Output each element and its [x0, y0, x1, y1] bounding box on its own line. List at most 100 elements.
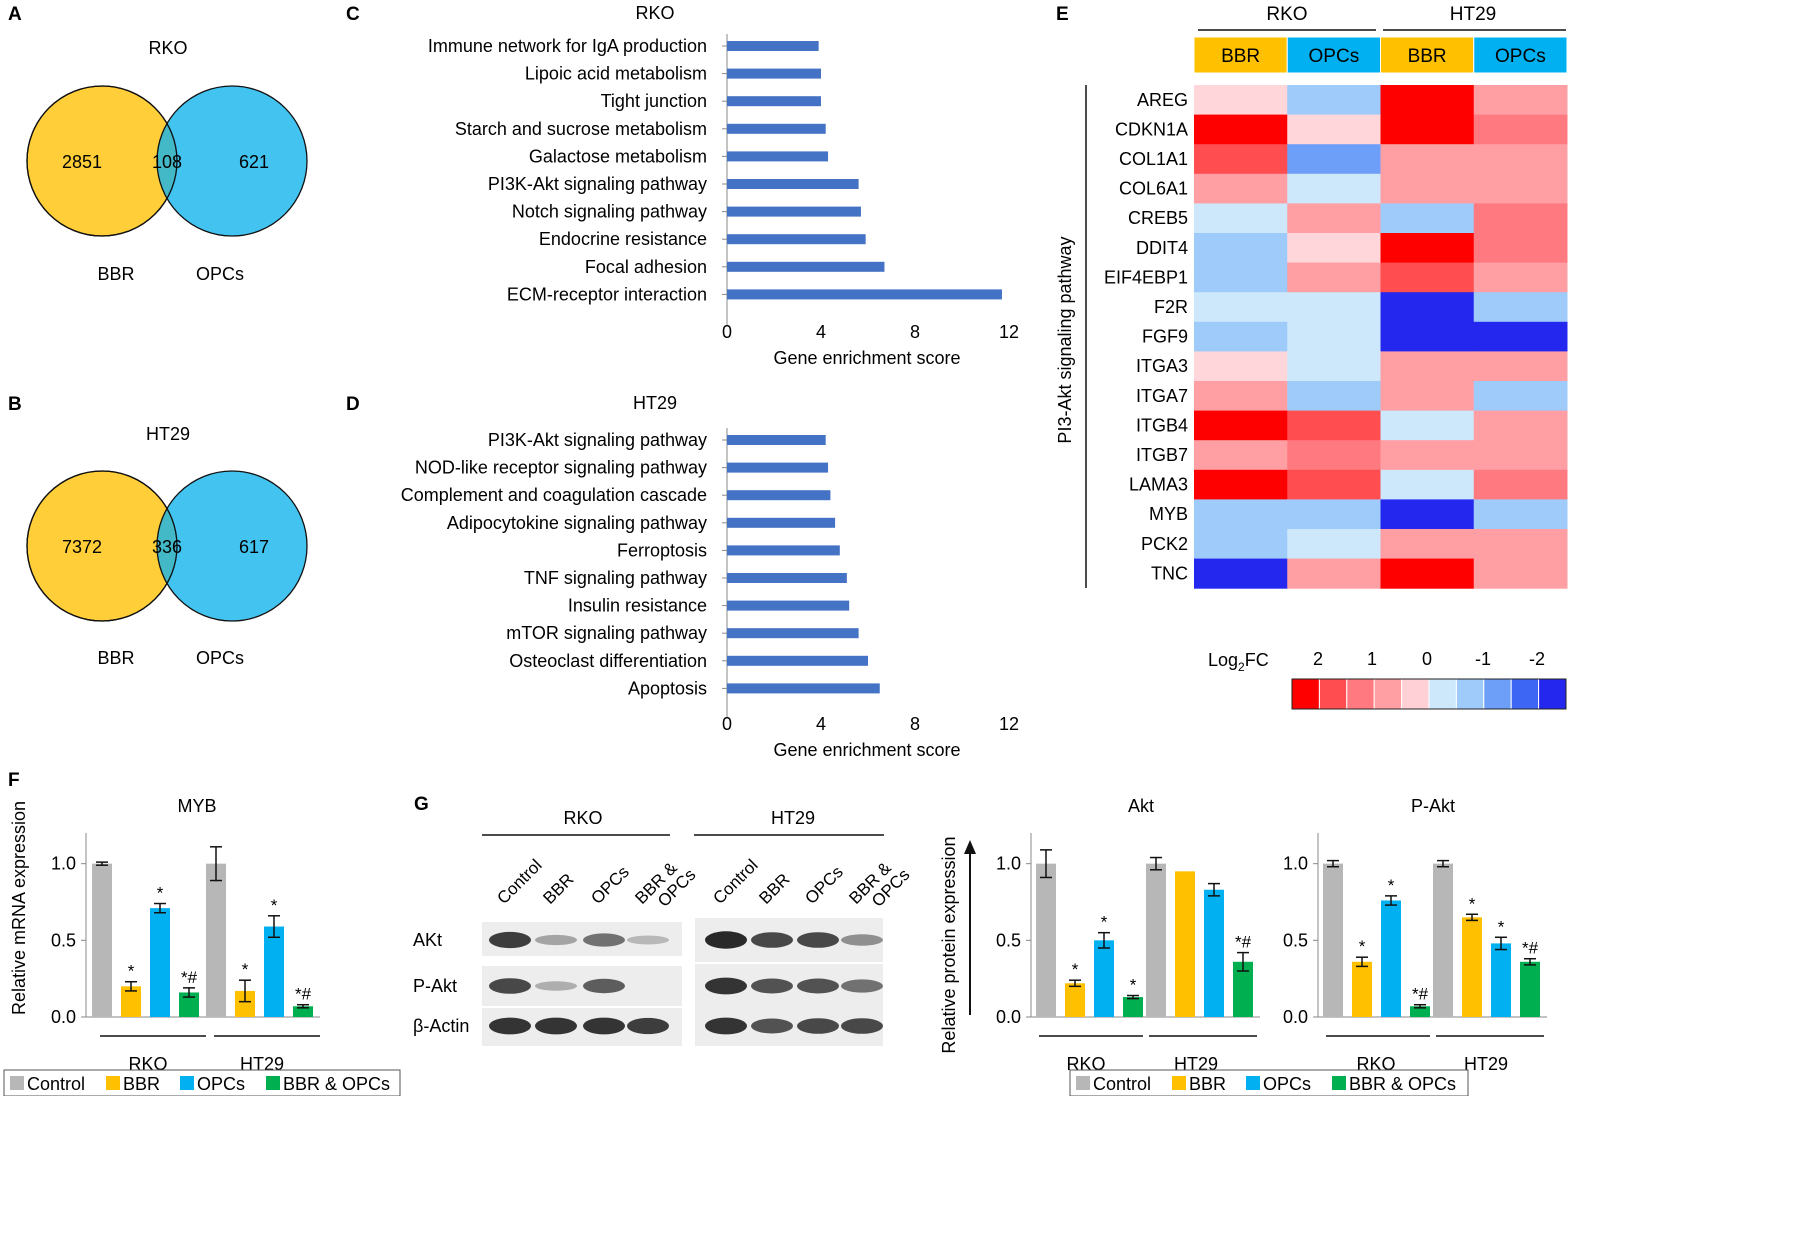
heatmap-cell	[1194, 469, 1288, 500]
heatmap-cell	[1473, 292, 1568, 323]
blot-band	[489, 1017, 531, 1035]
kegg-category-label: TNF signaling pathway	[524, 568, 707, 588]
bar-y-tick-label: 0.0	[1283, 1007, 1308, 1027]
legend-swatch	[1332, 1076, 1346, 1090]
heatmap-cell	[1473, 381, 1568, 412]
kegg-bar	[727, 462, 829, 473]
heatmap-cell	[1287, 321, 1381, 352]
blot-band	[751, 1018, 793, 1034]
significance-mark: *	[1498, 917, 1505, 936]
blot-band	[535, 1017, 577, 1035]
significance-mark: *#	[1235, 933, 1252, 952]
bar-chart-p-akt: P-Akt 0.0 0.5 1.0 * * *# RKO * * *# HT29	[1283, 796, 1547, 1074]
bar-y-tick-label: 0.5	[1283, 930, 1308, 950]
heatmap-legend-tick: -1	[1475, 649, 1491, 669]
bar-chart-title: Akt	[1128, 796, 1154, 816]
venn-rko-title: RKO	[148, 38, 187, 58]
significance-mark: *	[271, 896, 278, 915]
heatmap-cell	[1287, 233, 1381, 264]
western-group-label: HT29	[771, 808, 815, 828]
bar	[1462, 917, 1482, 1017]
kegg-category-label: Osteoclast differentiation	[509, 651, 707, 671]
kegg-category-label: Tight junction	[601, 91, 707, 111]
blot-band	[535, 934, 577, 946]
heatmap-gene-label: COL1A1	[1119, 149, 1188, 169]
heatmap-cell	[1380, 144, 1475, 175]
heatmap-cell	[1287, 440, 1381, 471]
heatmap-column-header	[1380, 36, 1475, 74]
kegg-bar	[727, 490, 831, 501]
bar-y-axis-label: Relative mRNA expression	[9, 801, 29, 1015]
heatmap-gene-label: CDKN1A	[1115, 119, 1188, 139]
bar-chart-title: P-Akt	[1411, 796, 1455, 816]
kegg-category-label: Focal adhesion	[585, 257, 707, 277]
bar-y-tick-label: 1.0	[51, 854, 76, 874]
heatmap-cell	[1473, 499, 1568, 530]
kegg-bar	[727, 600, 850, 611]
heatmap-cell	[1194, 499, 1288, 530]
heatmap-column-header	[1286, 36, 1381, 74]
legend-swatch	[180, 1076, 194, 1090]
heatmap-cell	[1194, 262, 1288, 293]
heatmap-cell	[1473, 173, 1568, 204]
heatmap-legend-tick: -2	[1529, 649, 1545, 669]
bar	[1323, 863, 1343, 1017]
heatmap-cell	[1473, 114, 1568, 145]
western-lane-label: BBR	[755, 870, 793, 908]
significance-mark: *	[1469, 894, 1476, 913]
bar-y-axis-label: Relative protein expression	[939, 836, 959, 1053]
heatmap-legend-tick: 0	[1422, 649, 1432, 669]
bar	[1233, 961, 1253, 1017]
bar	[206, 863, 226, 1017]
group-label: HT29	[1174, 1054, 1218, 1074]
significance-mark: *#	[1522, 939, 1539, 958]
heatmap-column-label: BBR	[1221, 46, 1260, 67]
heatmap-cell	[1287, 262, 1381, 293]
western-lane-label: BBR &OPCs	[845, 852, 913, 920]
kegg-category-label: Immune network for IgA production	[428, 36, 707, 56]
western-lane-label: OPCs	[587, 862, 632, 907]
heatmap-cell	[1473, 558, 1568, 589]
heatmap-cell	[1287, 499, 1381, 530]
group-label: RKO	[128, 1054, 167, 1074]
heatmap-cell	[1380, 203, 1475, 234]
venn-ht29-bbr-outline	[26, 470, 178, 622]
heatmap-cell	[1473, 469, 1568, 500]
kegg-category-label: Ferroptosis	[617, 540, 707, 560]
panel-label-a: A	[8, 4, 22, 25]
venn-rko-opcs-circle	[156, 85, 308, 237]
legend-swatch	[266, 1076, 280, 1090]
western-lane-label: BBR &OPCs	[631, 852, 699, 920]
legend-label: BBR	[123, 1074, 160, 1094]
heatmap-group-label: HT29	[1450, 4, 1496, 25]
heatmap-gene-label: TNC	[1151, 563, 1188, 583]
heatmap-cell	[1380, 381, 1475, 412]
blot-band	[751, 978, 793, 994]
blot-band	[583, 978, 625, 994]
bar	[1352, 961, 1372, 1017]
heatmap-column-header	[1193, 36, 1288, 74]
group-label: RKO	[1066, 1054, 1105, 1074]
kegg-x-tick-label: 4	[816, 714, 826, 734]
kegg-bar	[727, 41, 819, 51]
heatmap-cell	[1287, 351, 1381, 382]
bar	[1036, 863, 1056, 1017]
legend-label: BBR & OPCs	[1349, 1074, 1456, 1094]
legend-swatch	[10, 1076, 24, 1090]
kegg-x-tick-label: 12	[999, 714, 1019, 734]
heatmap-legend-frame	[1291, 678, 1567, 710]
heatmap-cell	[1194, 440, 1288, 471]
legend-swatch	[1172, 1076, 1186, 1090]
blot-band	[705, 1017, 747, 1035]
venn-ht29-title: HT29	[146, 424, 190, 444]
heatmap-column-label: BBR	[1408, 46, 1447, 67]
legend-label: OPCs	[197, 1074, 245, 1094]
bar	[235, 990, 255, 1017]
kegg-category-label: Apoptosis	[628, 678, 707, 698]
blot-band	[489, 978, 531, 994]
heatmap-cell	[1380, 233, 1475, 264]
venn-ht29-opcs-count: 617	[239, 537, 269, 557]
heatmap-cell	[1380, 499, 1475, 530]
bar	[1175, 871, 1195, 1017]
panel-label-f: F	[8, 770, 20, 791]
